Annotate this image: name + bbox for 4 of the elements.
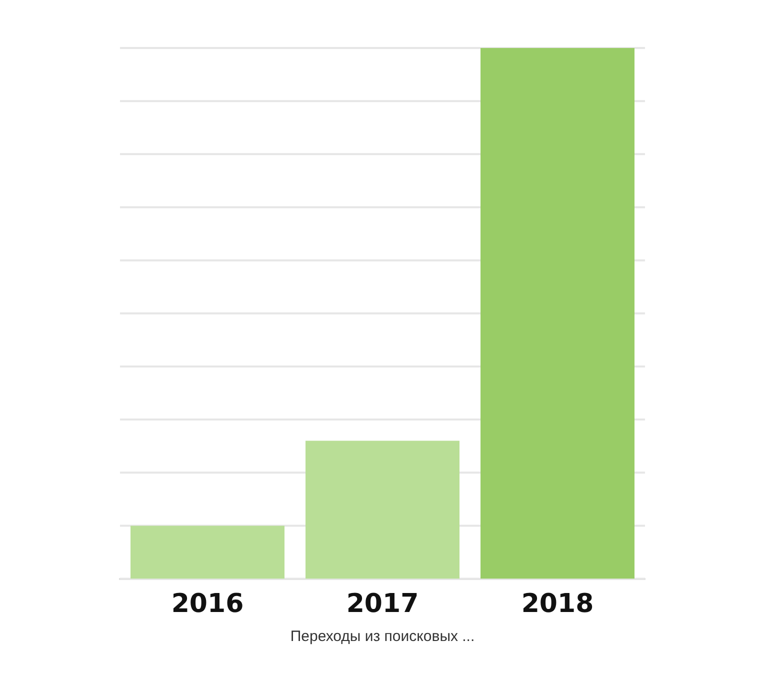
x-tick-label: 2016 — [171, 589, 244, 620]
x-tick-label: 2017 — [346, 589, 419, 620]
x-axis-title: Переходы из поисковых ... — [290, 628, 475, 646]
x-tick-label: 2018 — [521, 589, 594, 620]
